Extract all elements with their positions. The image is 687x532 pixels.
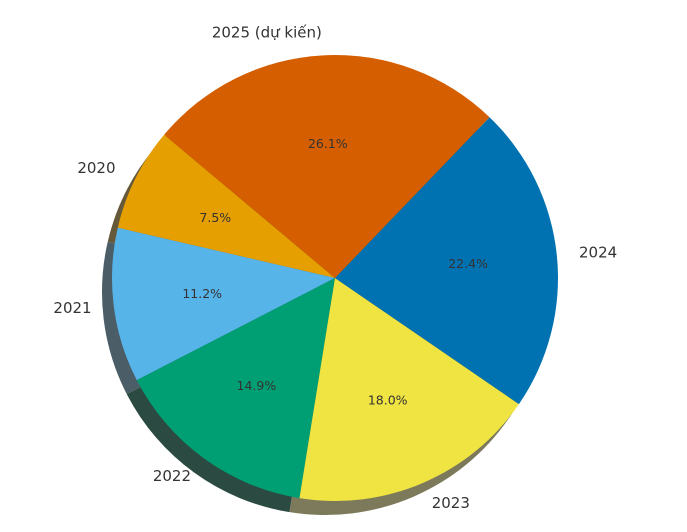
percent-label-2025-d-ki-n: 26.1% (308, 136, 348, 151)
pie-slice-2022 (136, 278, 335, 499)
category-label-2022: 2022 (153, 467, 191, 485)
category-label-2023: 2023 (432, 494, 470, 512)
category-labels: 2020 2021 2022 2023 2024 2025 (dự kiến) (53, 24, 617, 512)
pie-slice-2024 (335, 117, 558, 405)
pie-slice-2023 (299, 278, 519, 502)
category-label-2021: 2021 (53, 299, 91, 317)
percent-label-2024: 22.4% (448, 256, 488, 271)
percent-label-2022: 14.9% (237, 378, 277, 393)
percent-label-2023: 18.0% (368, 393, 408, 408)
category-label-2020: 2020 (77, 159, 115, 177)
pie-slice-2020 (117, 134, 336, 278)
category-label-2025-d-ki-n: 2025 (dự kiến) (212, 24, 322, 42)
pie-slice-2025-d-ki-n (164, 54, 490, 278)
pie-slices (112, 54, 558, 502)
percent-labels: 7.5% 11.2% 14.9% 18.0% 22.4% 26.1% (182, 136, 488, 408)
percent-label-2021: 11.2% (182, 286, 222, 301)
pie-slice-2021 (112, 227, 335, 381)
category-label-2024: 2024 (579, 244, 617, 262)
percent-label-2020: 7.5% (199, 210, 231, 225)
